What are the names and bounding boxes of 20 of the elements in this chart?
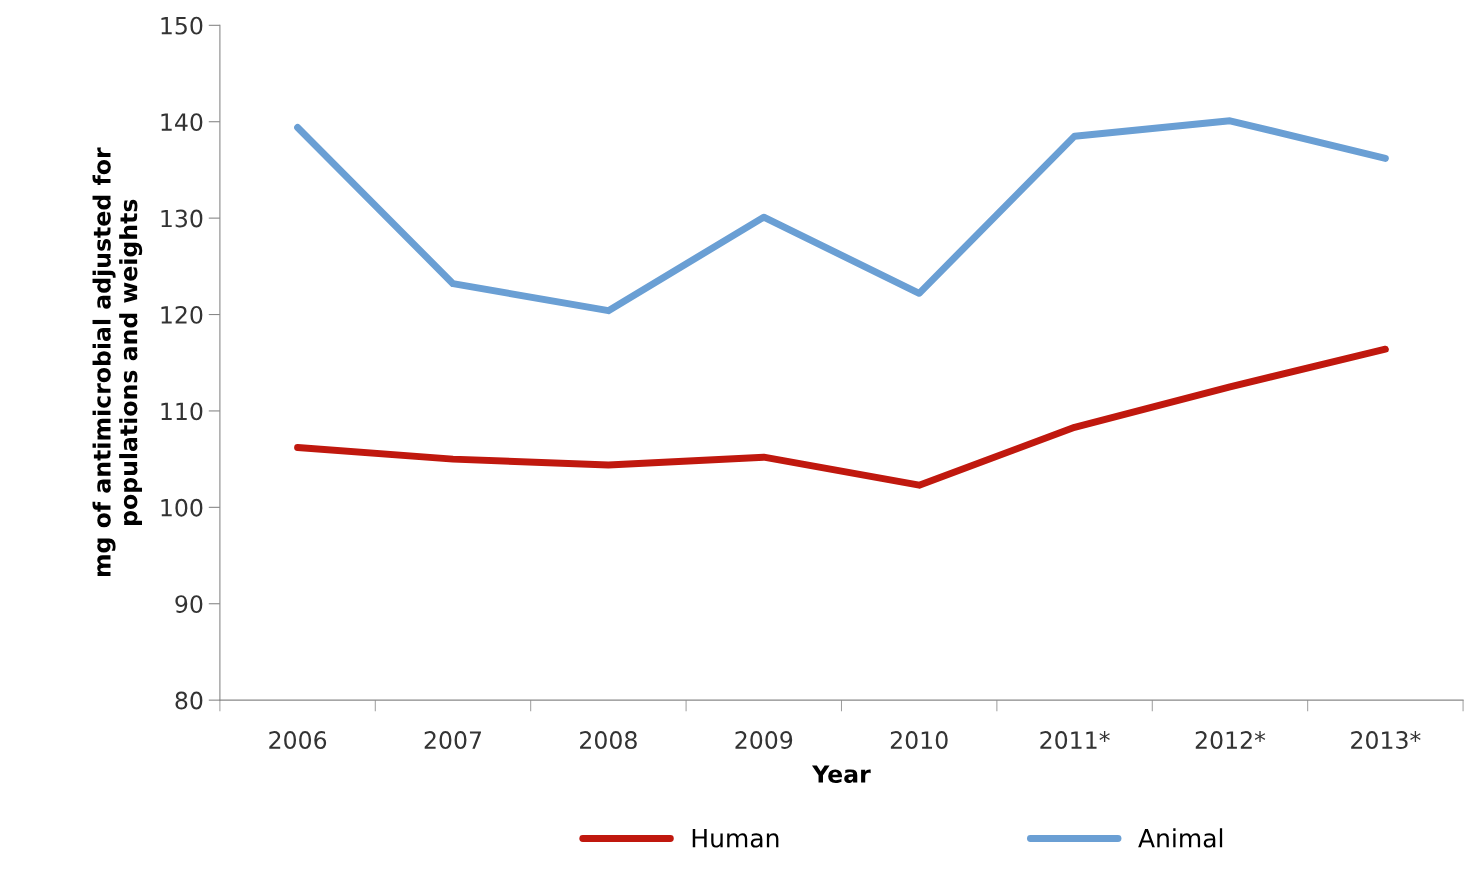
x-tick-label: 2009 [735,731,793,749]
y-tick-label: 100 [161,498,203,517]
y-tick-label: 130 [161,209,203,228]
y-tick-label: 80 [175,691,203,710]
x-tick-label: 2010 [890,731,948,749]
y-tick-label: 110 [161,402,203,421]
x-tick-label: 2006 [269,731,327,749]
x-axis-title: Year [811,765,871,783]
y-tick-label: 140 [161,113,203,132]
y-tick-label: 120 [161,305,203,324]
y-tick-label: 150 [161,16,203,35]
y-tick-label: 90 [175,595,203,614]
legend-label: Human [692,829,779,848]
x-tick-label: 2013* [1351,731,1421,749]
legend-label: Animal [1138,828,1223,848]
x-tick-label: 2012* [1195,731,1266,749]
x-tick-label: 2008 [580,731,637,749]
y-axis-title: mg of antimicrobial adjusted for populations and weights [92,147,143,577]
x-tick-label: 2011* [1040,731,1110,749]
x-tick-label: 2007 [424,731,482,749]
